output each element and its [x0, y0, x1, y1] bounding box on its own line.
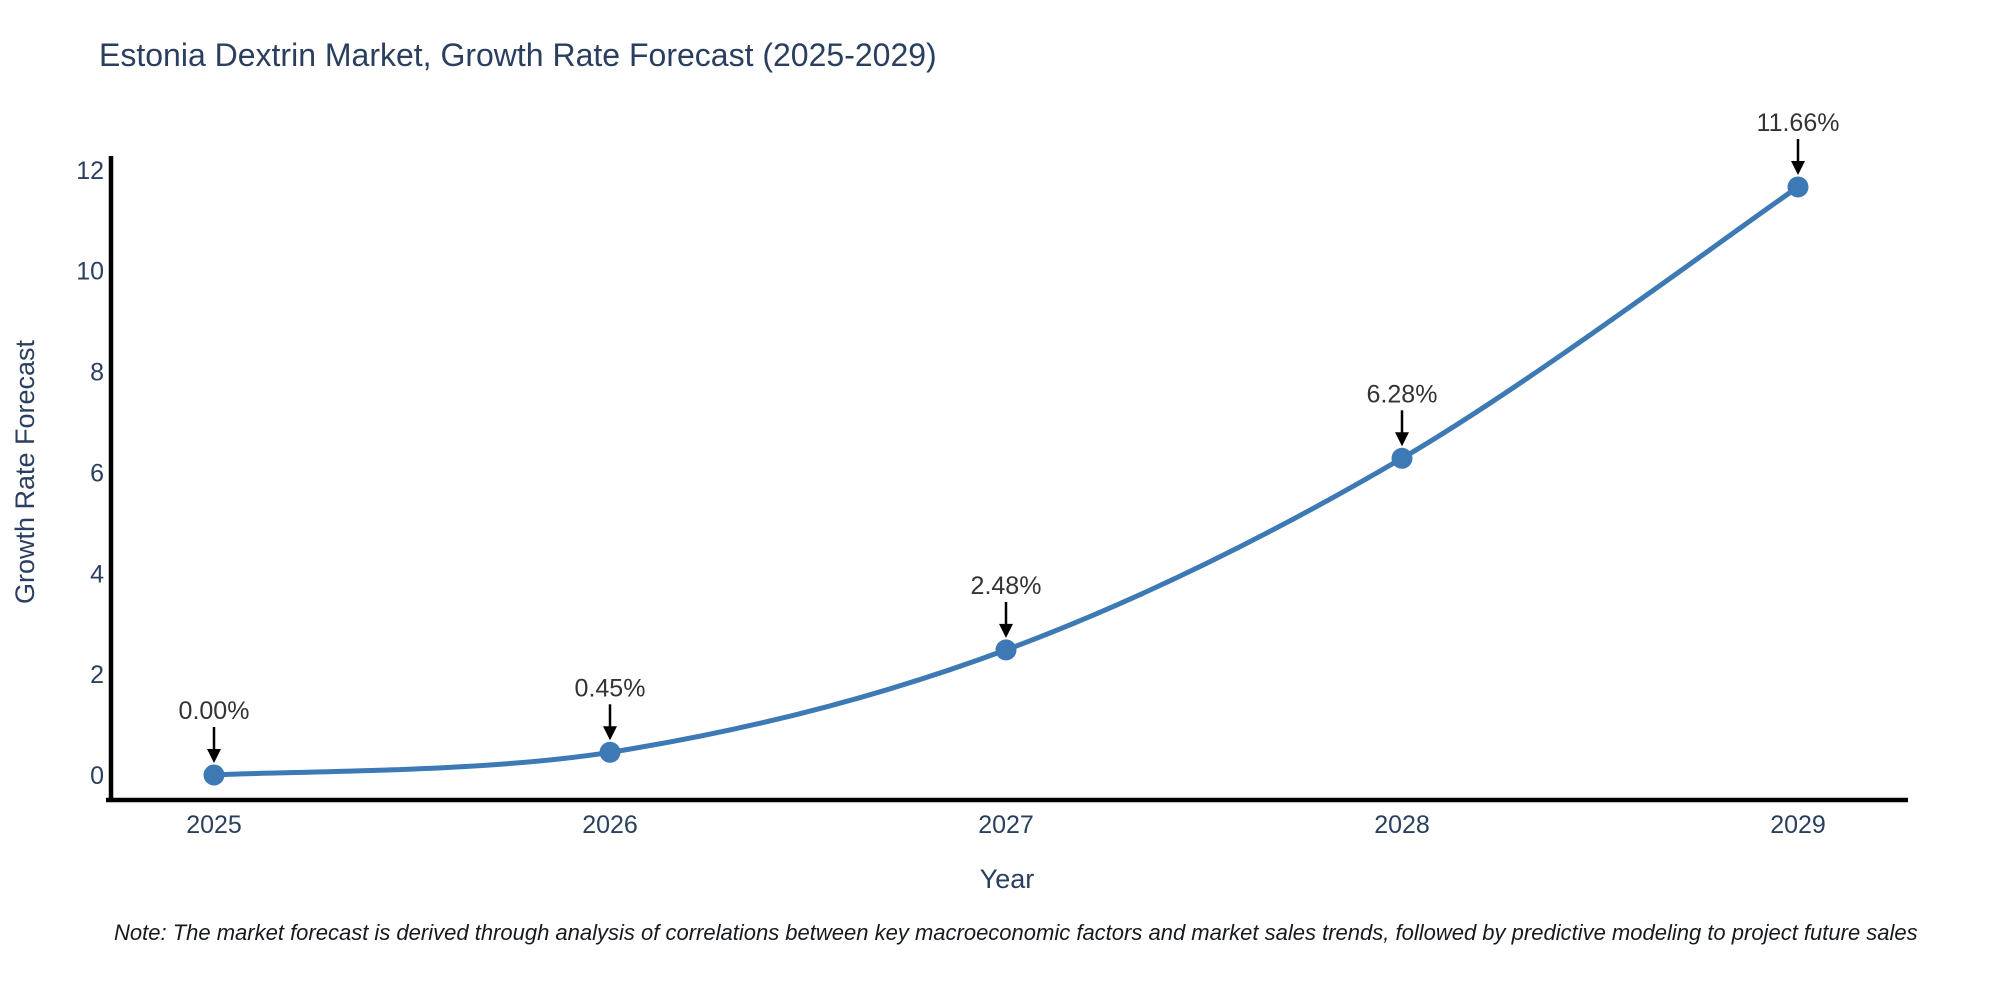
data-point-label: 0.00%	[179, 697, 250, 725]
y-tick-label: 2	[90, 661, 104, 689]
annotation-arrowhead-icon	[999, 623, 1013, 638]
annotation-arrowhead-icon	[1791, 160, 1805, 175]
y-tick-label: 4	[90, 560, 104, 588]
x-tick-label: 2025	[186, 811, 242, 839]
y-tick-label: 8	[90, 359, 104, 387]
y-tick-label: 0	[90, 762, 104, 790]
x-tick-label: 2027	[978, 811, 1034, 839]
data-point-marker	[1391, 447, 1413, 469]
plot-area: 0 2 4 6 8 10 12 2025 2026 2027 2028 2029 0.00% 0.45% 2…	[76, 109, 1908, 839]
x-tick-label: 2029	[1770, 811, 1826, 839]
trend-curve	[211, 184, 1801, 778]
annotation-arrowhead-icon	[603, 726, 617, 741]
y-tick-label: 10	[76, 258, 104, 286]
chart-title: Estonia Dextrin Market, Growth Rate Fore…	[99, 37, 937, 73]
y-tick-label: 12	[76, 157, 104, 185]
data-point-marker	[995, 639, 1017, 661]
y-axis-title: Growth Rate Forecast	[10, 339, 40, 604]
data-point-label: 2.48%	[971, 572, 1042, 600]
x-tick-label: 2026	[582, 811, 638, 839]
annotation-arrowhead-icon	[207, 749, 221, 763]
y-tick-label: 6	[90, 459, 104, 487]
data-point-label: 11.66%	[1757, 109, 1840, 137]
x-tick-label: 2028	[1374, 811, 1430, 839]
data-point-marker	[1787, 176, 1809, 198]
annotation-arrowhead-icon	[1395, 432, 1409, 447]
data-point-label: 6.28%	[1367, 380, 1438, 408]
x-axis-title: Year	[980, 864, 1035, 894]
footnote: Note: The market forecast is derived thr…	[114, 920, 1918, 945]
data-point-marker	[203, 764, 225, 786]
data-point-label: 0.45%	[575, 674, 646, 702]
data-point-marker	[599, 741, 621, 763]
